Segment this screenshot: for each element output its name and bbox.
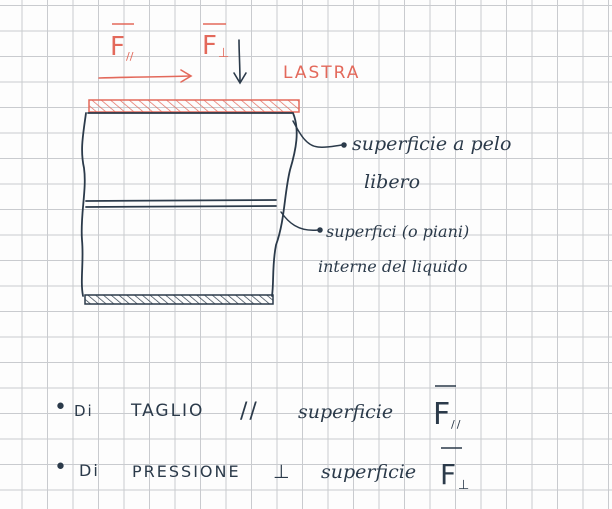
container-base	[84, 294, 274, 305]
parallel-force-subscript: //	[126, 50, 134, 63]
perpendicular-force-letter: F	[202, 31, 217, 61]
bullet-marker: •	[54, 395, 67, 420]
internal-plane-1	[85, 199, 277, 202]
left-wall	[80, 112, 87, 297]
bullet-force-letter: F	[433, 397, 452, 432]
free-surface-text-line2: libero	[364, 171, 420, 193]
bullet-prefix: Di	[74, 402, 94, 420]
bullet-type: PRESSIONE	[132, 462, 241, 481]
bullet-force-subscript: ⊥	[458, 478, 471, 493]
liquid-block	[80, 112, 298, 297]
internal-surface-text-line2: interne del liquido	[318, 257, 468, 276]
bullet-row-shear: • Di TAGLIO // superficie F //	[54, 385, 462, 432]
plate-label: LASTRA	[283, 63, 360, 83]
bullet-marker: •	[54, 455, 67, 480]
free-surface-text-line1: superficie a pelo	[352, 133, 511, 155]
perpendicular-force-arrow	[233, 39, 247, 85]
bullet-prefix: Di	[79, 461, 100, 480]
parallel-force-letter: F	[110, 32, 125, 62]
free-surface-leader	[292, 120, 343, 148]
parallel-force-arrow	[98, 69, 193, 83]
parallel-force-label: F //	[110, 23, 134, 63]
bullet-relation: //	[240, 399, 259, 424]
free-surface-leader-dot	[341, 142, 347, 148]
perpendicular-force-label: F ⊥	[202, 23, 229, 61]
bullet-relation: ⊥	[273, 461, 292, 483]
bullet-word: superficie	[321, 461, 416, 483]
perpendicular-force-subscript: ⊥	[218, 46, 229, 61]
bullet-force-letter: F	[440, 458, 458, 491]
plate	[88, 99, 300, 113]
internal-plane-2	[85, 205, 277, 208]
bullet-type: TAGLIO	[130, 401, 204, 421]
bullet-word: superficie	[298, 401, 393, 423]
internal-surface-leader	[280, 211, 319, 231]
right-wall	[271, 112, 298, 297]
bullet-force-subscript: //	[451, 418, 462, 431]
bullet-row-pressure: • Di PRESSIONE ⊥ superficie F ⊥	[54, 447, 471, 493]
internal-surface-leader-dot	[317, 227, 323, 233]
internal-surface-text-line1: superfici (o piani)	[326, 222, 469, 241]
